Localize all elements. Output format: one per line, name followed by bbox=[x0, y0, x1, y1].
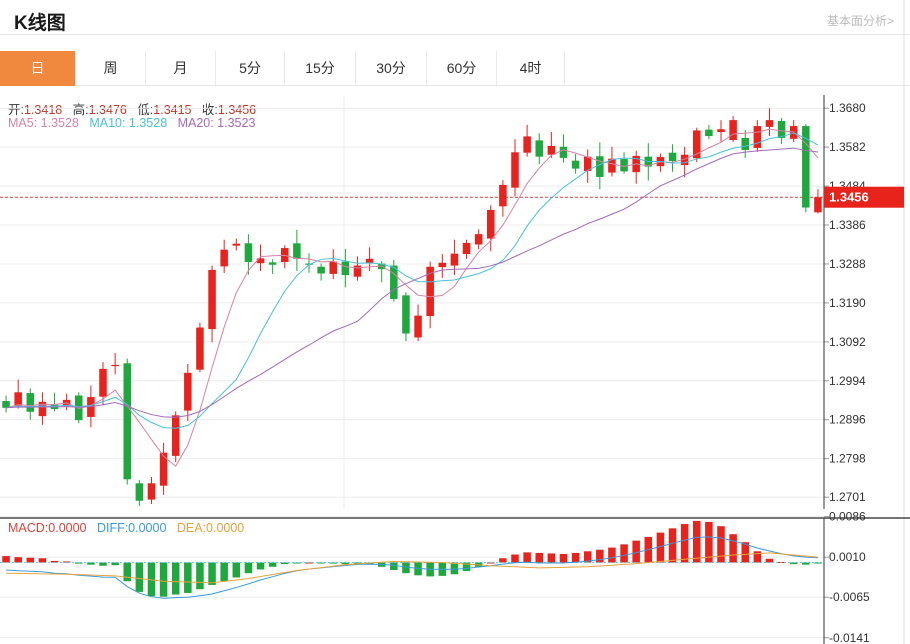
svg-text:1.3092: 1.3092 bbox=[829, 335, 866, 349]
svg-text:1.2994: 1.2994 bbox=[829, 374, 866, 388]
svg-text:1.3582: 1.3582 bbox=[829, 140, 866, 154]
svg-text:1.3680: 1.3680 bbox=[829, 101, 866, 115]
svg-text:0.0086: 0.0086 bbox=[829, 510, 866, 524]
svg-text:1.3288: 1.3288 bbox=[829, 257, 866, 271]
svg-text:1.2798: 1.2798 bbox=[829, 452, 866, 466]
svg-text:1.2701: 1.2701 bbox=[829, 490, 866, 504]
svg-text:1.2896: 1.2896 bbox=[829, 413, 866, 427]
svg-text:1.3456: 1.3456 bbox=[829, 190, 869, 205]
svg-text:1.3386: 1.3386 bbox=[829, 218, 866, 232]
svg-text:-0.0141: -0.0141 bbox=[829, 631, 870, 644]
svg-text:0.0010: 0.0010 bbox=[829, 550, 866, 564]
svg-text:1.3190: 1.3190 bbox=[829, 296, 866, 310]
svg-text:-0.0065: -0.0065 bbox=[829, 590, 870, 604]
